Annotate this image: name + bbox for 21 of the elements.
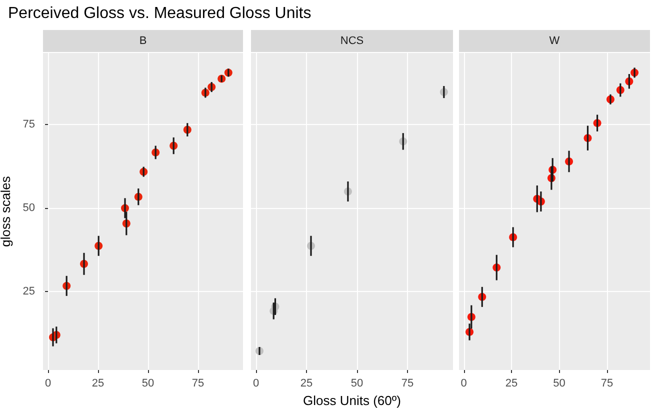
- x-tick-label: 25: [300, 378, 313, 390]
- chart-subtitle: W: [459, 30, 650, 52]
- x-tick-label: 50: [553, 378, 566, 390]
- x-axis-title: Gloss Units (60º): [303, 392, 401, 408]
- x-tick-label: 75: [600, 378, 614, 390]
- chart-subtitle: B: [43, 30, 243, 52]
- x-tick-label: 50: [142, 378, 154, 390]
- x-tick-label: 50: [350, 378, 364, 390]
- y-tick-label: 75: [22, 118, 35, 131]
- x-tick-label: 25: [505, 378, 518, 390]
- chart-title: Perceived Gloss vs. Measured Gloss Units: [8, 5, 312, 23]
- x-tick-label: 0: [44, 378, 52, 390]
- x-tick-label: 0: [252, 378, 260, 390]
- x-tick-label: 0: [460, 378, 467, 390]
- x-tick-label: 75: [192, 378, 204, 390]
- y-tick-label: 25: [22, 286, 35, 298]
- y-axis-title: gloss scales: [0, 176, 13, 247]
- chart-subtitle: NCS: [251, 30, 453, 52]
- x-tick-label: 25: [92, 378, 104, 390]
- x-tick-label: 75: [401, 378, 414, 390]
- y-tick-label: 50: [22, 202, 35, 214]
